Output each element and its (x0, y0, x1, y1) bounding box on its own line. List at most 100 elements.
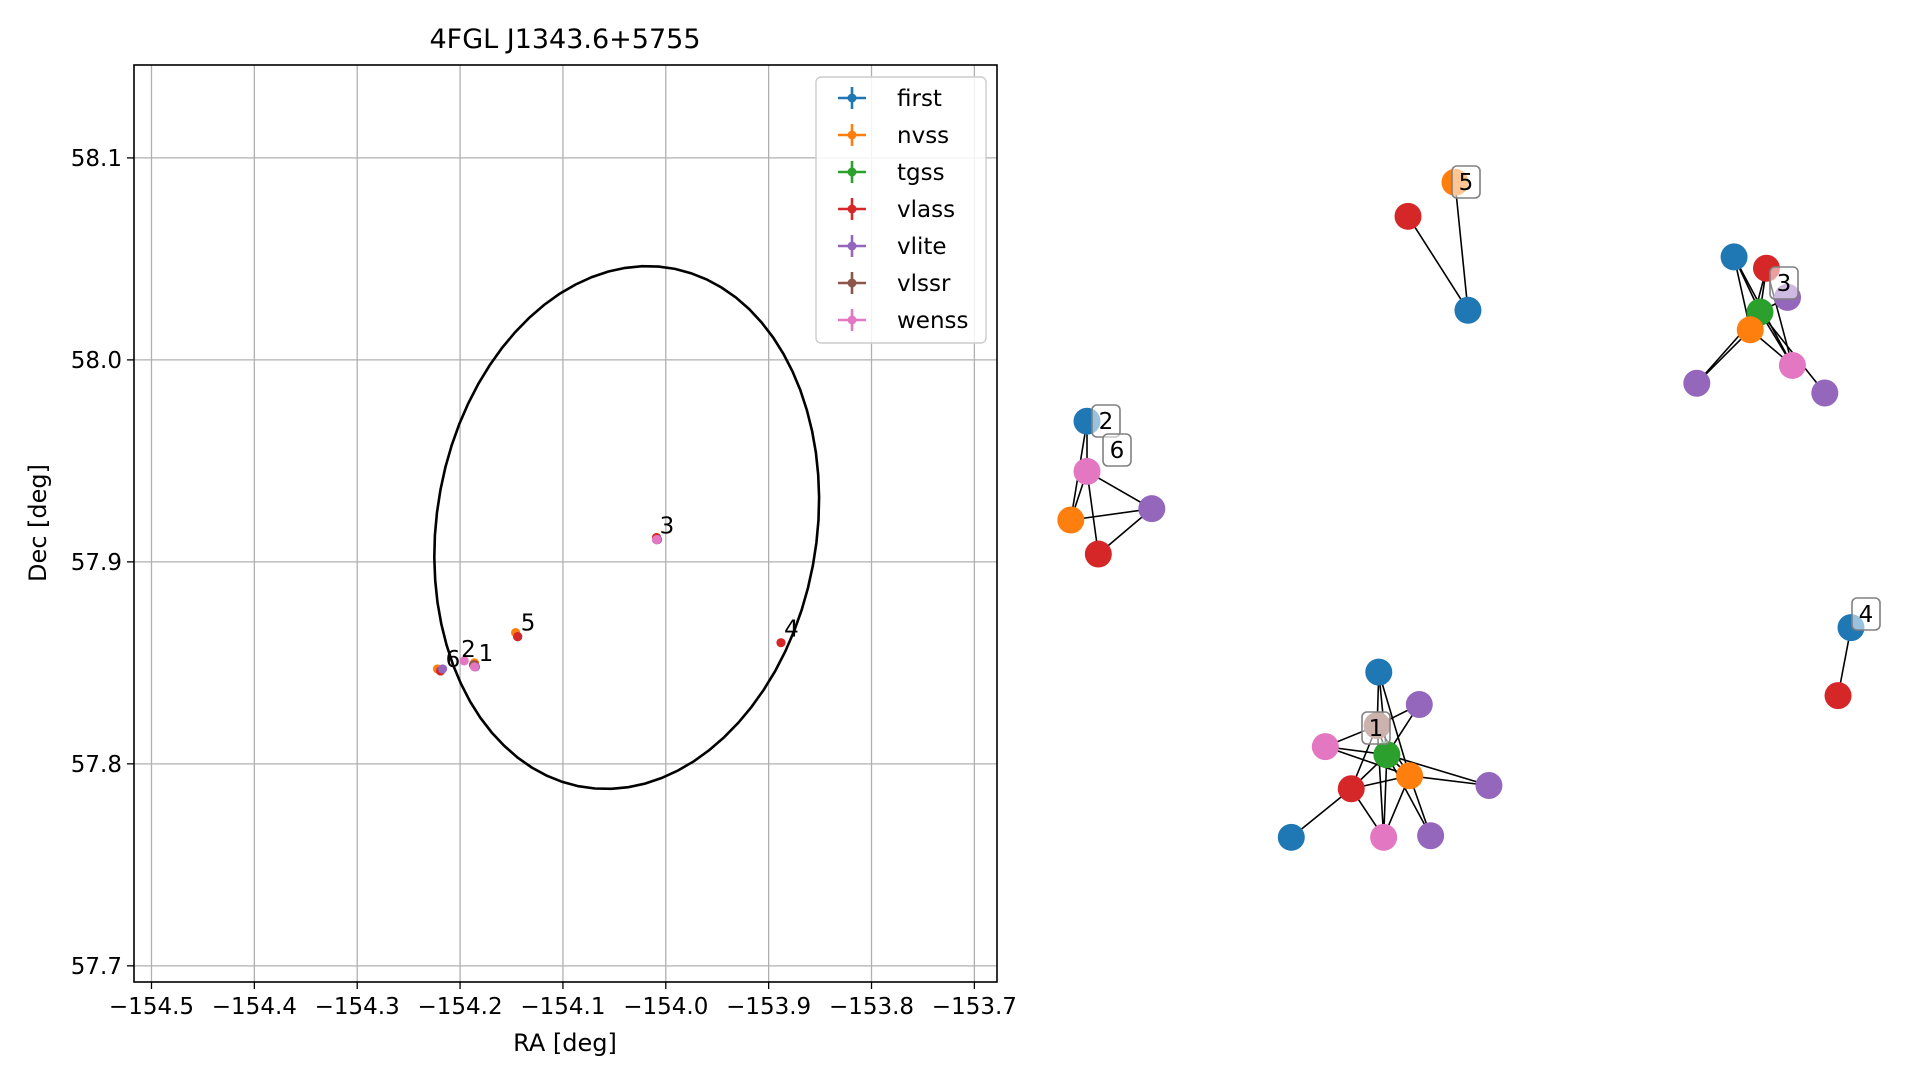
cluster-label-box (1769, 266, 1799, 300)
network-edge (1407, 215, 1469, 311)
cluster-label-text: 2 (1099, 409, 1114, 435)
legend-label: tgss (897, 160, 945, 186)
network-node-vlass (1337, 775, 1365, 803)
y-tick-label: 57.7 (71, 954, 122, 980)
x-tick-label: −154.2 (418, 994, 503, 1020)
network-node-vlite (1405, 691, 1433, 718)
annotation-4: 4 (784, 617, 799, 643)
annotation-3: 3 (660, 514, 675, 540)
y-tick-label: 57.8 (71, 752, 122, 778)
network-edge (1378, 671, 1411, 777)
cluster-label-text: 5 (1459, 170, 1474, 196)
network-node-wenss (1311, 733, 1339, 761)
y-axis-ticks: 57.7 57.8 57.9 58.0 58.1 (71, 146, 134, 980)
x-tick-label: −154.4 (212, 994, 297, 1020)
legend-marker (847, 93, 857, 103)
x-axis-ticks: −154.5 −154.4 −154.3 −154.2 −154.1 −154.0 −153… (109, 982, 1017, 1020)
network-node-nvss (1396, 762, 1424, 790)
network-node-vlite (1475, 772, 1503, 799)
x-tick-label: −154.3 (315, 994, 400, 1020)
x-axis-label: RA [deg] (513, 1029, 617, 1057)
network-node-vlite (1811, 379, 1839, 407)
annotation-6: 6 (446, 647, 461, 673)
cluster-label-text: 3 (1777, 271, 1792, 297)
grid-lines (134, 65, 997, 982)
network-edge (1086, 471, 1100, 555)
network-node-first (1720, 243, 1748, 271)
annotation-1: 1 (479, 641, 494, 667)
marker-wenss (651, 535, 662, 545)
data-markers (432, 533, 786, 676)
y-axis-label: Dec [deg] (24, 464, 52, 582)
cluster-label-5: 5 (1451, 165, 1481, 199)
x-tick-label: −153.8 (829, 994, 914, 1020)
cluster-label-text: 4 (1859, 602, 1874, 628)
legend-label: vlass (897, 197, 955, 223)
marker-vlite (437, 664, 448, 674)
scatter-chart: 4FGL J1343.6+5755 −154.5 −154.4 −154.3 −154… (24, 24, 1017, 1057)
network-edge (1382, 754, 1388, 838)
legend-marker (847, 315, 857, 325)
legend-label: vlssr (897, 271, 951, 297)
marker-wenss (459, 656, 469, 666)
network-edge (1386, 754, 1432, 837)
cluster-label-text: 1 (1369, 716, 1384, 742)
legend-label: nvss (897, 123, 949, 149)
annotation-2: 2 (461, 637, 476, 663)
x-tick-label: −154.0 (623, 994, 708, 1020)
legend-entry-vlass: vlass (838, 197, 955, 223)
legend-frame (815, 76, 987, 344)
marker-wenss (469, 662, 480, 672)
x-tick-label: −154.1 (520, 994, 605, 1020)
network-edge (1454, 182, 1469, 311)
annotation-5: 5 (521, 611, 536, 637)
legend-marker (847, 167, 857, 177)
legend-entry-vlssr: vlssr (838, 271, 951, 297)
legend-label: wenss (897, 308, 969, 334)
legend-entry-first: first (838, 86, 942, 112)
network-node-vlass (1084, 540, 1112, 568)
y-tick-label: 57.9 (71, 550, 122, 576)
legend-marker (847, 278, 857, 288)
legend-marker (847, 204, 857, 214)
legend-entry-wenss: wenss (838, 308, 969, 334)
axes-frame (133, 64, 998, 983)
network-node-tgss (1373, 741, 1401, 769)
network-node-first (1454, 296, 1482, 324)
network-node-vlite (1417, 822, 1445, 850)
legend-marker (847, 241, 857, 251)
network-node-vlass (1824, 682, 1852, 710)
cluster-label-1: 1 (1361, 711, 1391, 745)
localization-ellipse (432, 264, 821, 791)
y-tick-label: 58.0 (71, 348, 122, 374)
marker-vlass (776, 638, 786, 648)
cluster-label-box (1361, 711, 1391, 745)
legend-label: first (897, 86, 942, 112)
chart-title: 4FGL J1343.6+5755 (429, 24, 700, 55)
marker-vlass (513, 632, 523, 642)
cluster-label-6: 6 (1102, 433, 1132, 467)
network-node-nvss (1057, 506, 1085, 534)
legend-entry-tgss: tgss (838, 160, 945, 186)
x-tick-label: −154.5 (109, 994, 194, 1020)
network-edge (1070, 507, 1152, 521)
x-tick-label: −153.7 (932, 994, 1017, 1020)
network-node-vlass (1394, 202, 1422, 230)
legend-entry-nvss: nvss (838, 123, 949, 149)
cluster-label-box (1851, 597, 1881, 631)
cluster-label-4: 4 (1851, 597, 1881, 631)
cluster-label-box (1102, 433, 1132, 467)
network-node-first (1277, 823, 1305, 851)
point-annotations: 12 3 4 5 6 (446, 514, 799, 673)
network-node-wenss (1370, 823, 1398, 851)
network-cluster-labels: 1 2 3 4 5 6 (1091, 165, 1881, 745)
legend-label: vlite (897, 234, 947, 260)
network-node-first (1365, 658, 1393, 686)
network-edge (1386, 753, 1490, 787)
network-node-nvss (1736, 316, 1764, 344)
legend: first nvss tgss vlass vlite vlssr wenss (815, 76, 987, 344)
legend-entry-vlite: vlite (838, 234, 947, 260)
cluster-label-3: 3 (1769, 266, 1799, 300)
cluster-label-box (1451, 165, 1481, 199)
